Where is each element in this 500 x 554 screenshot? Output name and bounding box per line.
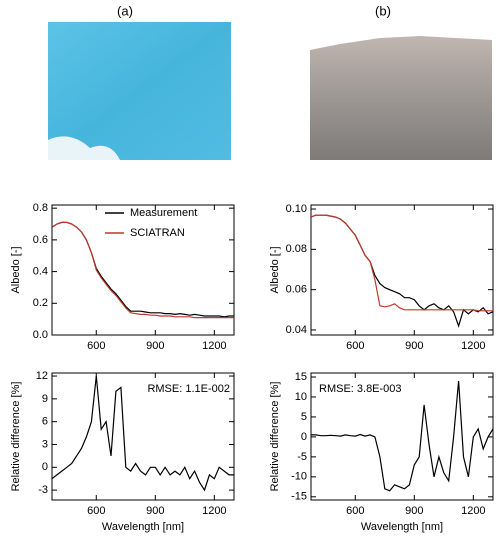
y-tick-label: 0 xyxy=(301,431,307,443)
y-tick-label: 0.06 xyxy=(286,284,307,296)
y-tick-label: 3 xyxy=(42,438,48,450)
data-line xyxy=(311,380,494,492)
panel-label: (b) xyxy=(375,3,391,18)
annotation: RMSE: 3.8E-003 xyxy=(319,383,402,395)
photo-snow xyxy=(48,136,120,160)
x-tick-label: 1200 xyxy=(202,505,226,517)
y-tick-label: 0 xyxy=(42,461,48,473)
photo-ice xyxy=(48,22,231,160)
photo-water xyxy=(310,22,492,160)
y-tick-label: 0.8 xyxy=(33,202,48,214)
y-axis-label: Relative difference [%] xyxy=(10,382,22,492)
x-tick-label: 900 xyxy=(146,505,164,517)
legend-label: Measurement xyxy=(130,207,197,219)
y-axis-label: Relative difference [%] xyxy=(269,382,281,492)
axes-frame xyxy=(310,204,494,336)
axes-frame xyxy=(51,204,235,336)
y-tick-label: -10 xyxy=(291,471,307,483)
y-tick-label: -15 xyxy=(291,491,307,503)
x-tick-label: 600 xyxy=(87,505,105,517)
y-axis-label: Albedo [-] xyxy=(269,246,281,293)
y-tick-label: 0.6 xyxy=(33,234,48,246)
data-line xyxy=(310,214,493,312)
legend-label: SCIATRAN xyxy=(130,227,185,239)
y-tick-label: 0.4 xyxy=(33,265,48,277)
y-tick-label: -5 xyxy=(297,451,307,463)
x-tick-label: 1200 xyxy=(202,340,226,352)
x-axis-label: Wavelength [nm] xyxy=(102,521,184,533)
panel-label: (a) xyxy=(117,3,133,18)
x-axis-label: Wavelength [nm] xyxy=(361,521,443,533)
x-tick-label: 1200 xyxy=(461,340,485,352)
y-tick-label: 12 xyxy=(36,370,48,382)
axes-frame xyxy=(51,372,235,501)
y-tick-label: 0.10 xyxy=(286,203,307,215)
y-tick-label: 15 xyxy=(295,371,307,383)
x-tick-label: 1200 xyxy=(461,505,485,517)
x-tick-label: 600 xyxy=(346,340,364,352)
data-line xyxy=(51,221,234,319)
y-tick-label: -3 xyxy=(38,484,48,496)
annotation: RMSE: 1.1E-002 xyxy=(147,383,230,395)
y-tick-label: 5 xyxy=(301,411,307,423)
x-tick-label: 600 xyxy=(87,340,105,352)
y-tick-label: 0.2 xyxy=(33,297,48,309)
y-tick-label: 0.04 xyxy=(286,324,307,336)
data-line xyxy=(51,375,234,492)
y-tick-label: 0.0 xyxy=(33,329,48,341)
photo-sky xyxy=(310,22,492,50)
x-tick-label: 900 xyxy=(405,340,423,352)
y-tick-label: 0.08 xyxy=(286,243,307,255)
y-tick-label: 10 xyxy=(295,391,307,403)
y-axis-label: Albedo [-] xyxy=(10,246,22,293)
x-tick-label: 900 xyxy=(146,340,164,352)
x-tick-label: 900 xyxy=(405,505,423,517)
y-tick-label: 9 xyxy=(42,393,48,405)
y-tick-label: 6 xyxy=(42,416,48,428)
x-tick-label: 600 xyxy=(346,505,364,517)
